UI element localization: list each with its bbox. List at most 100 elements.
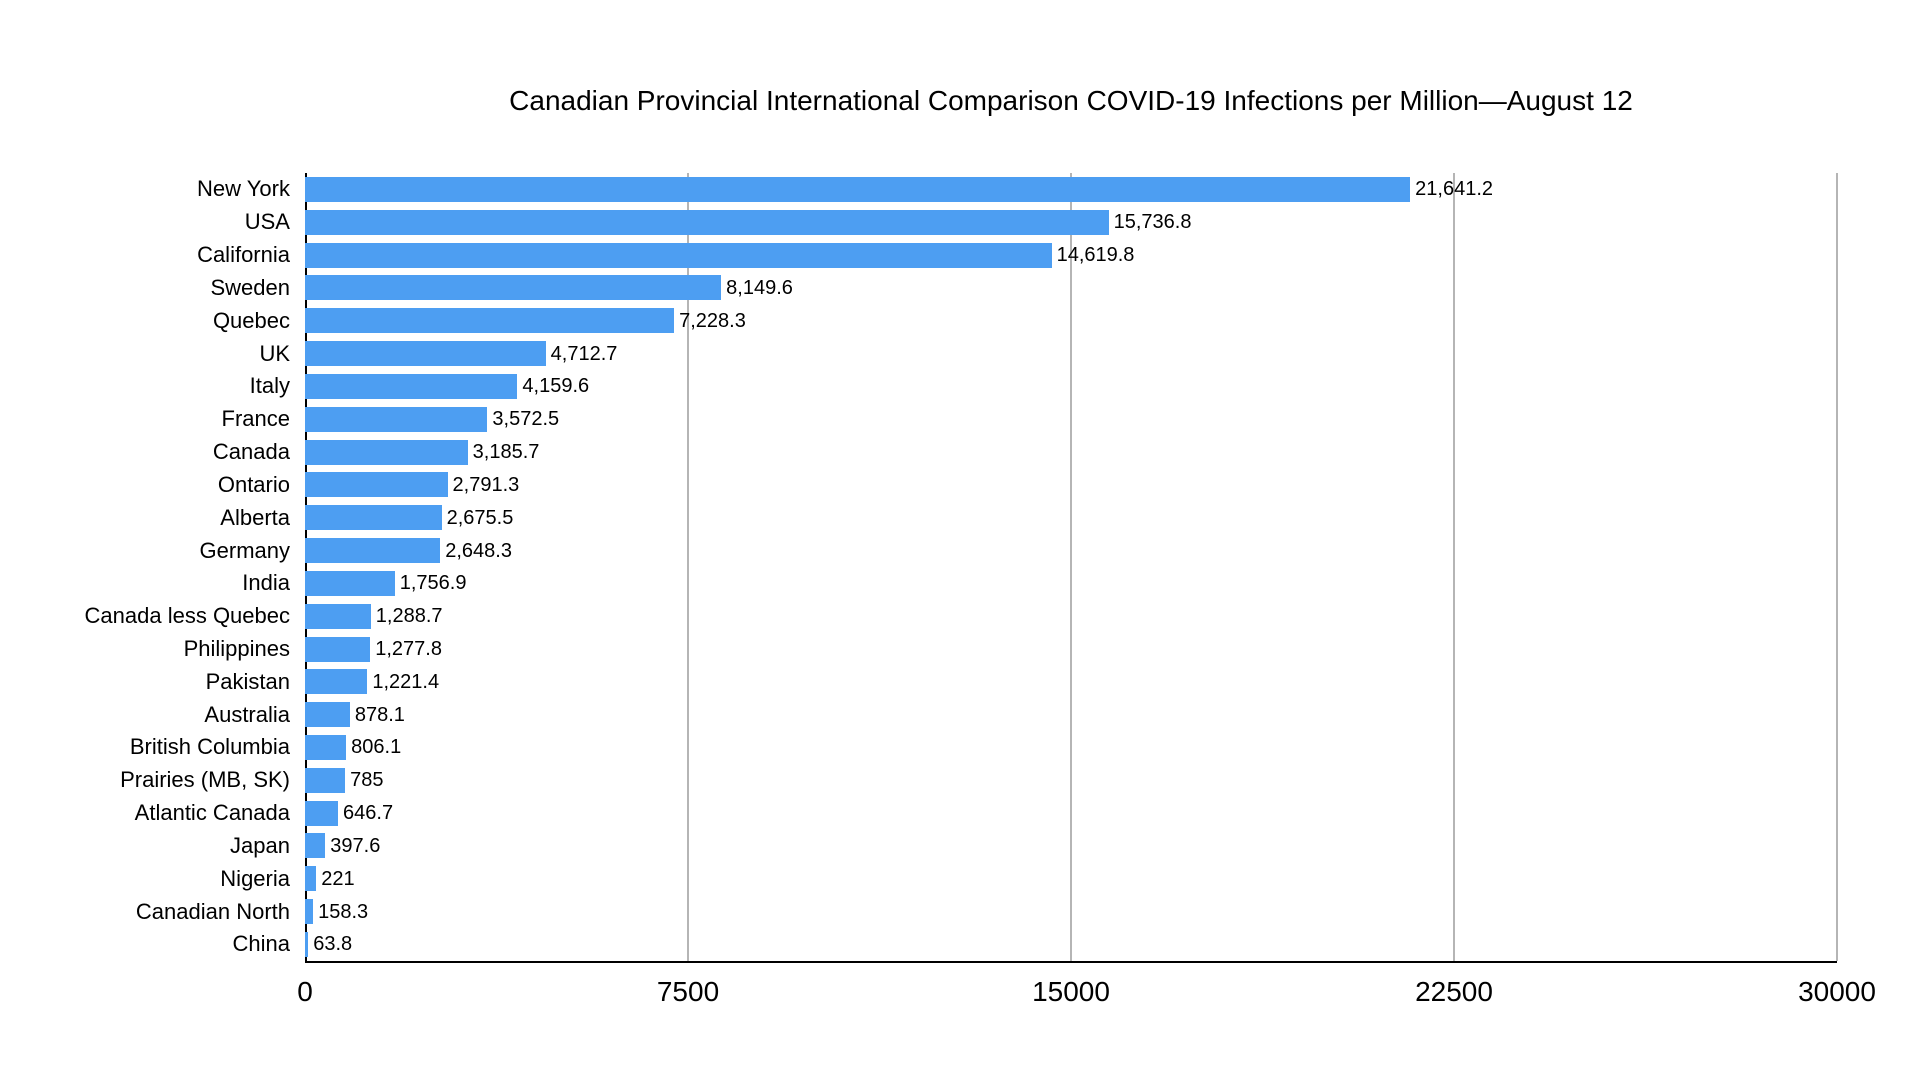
category-label: USA [244,209,290,235]
bar-zone: 4,159.6 [305,370,1837,403]
value-label: 4,159.6 [522,375,590,398]
value-label: 1,288.7 [375,605,443,628]
category-label: Ontario [217,471,290,497]
category-label: China [232,931,290,957]
bar-row: Nigeria 221 [0,862,1920,895]
bar-zone: 21,641.2 [305,173,1837,206]
value-label: 3,185.7 [472,441,540,464]
bar-row: Ontario 2,791.3 [0,468,1920,501]
bar-zone: 7,228.3 [305,304,1837,337]
value-label: 2,675.5 [446,506,514,529]
bar-zone: 1,221.4 [305,665,1837,698]
category-label: Canada [212,439,290,465]
value-label: 1,221.4 [372,670,440,693]
category-label: Nigeria [220,865,290,891]
bar-zone: 14,619.8 [305,239,1837,272]
category-label: Pakistan [205,668,290,694]
bar-zone: 1,277.8 [305,633,1837,666]
bar [305,899,314,925]
bar-row: India 1,756.9 [0,567,1920,600]
bar [305,570,395,596]
bar-row: Philippines 1,277.8 [0,633,1920,666]
bar-zone: 3,185.7 [305,436,1837,469]
y-axis-line [305,173,307,961]
bar-row: California 14,619.8 [0,239,1920,272]
value-label: 63.8 [313,933,353,956]
bar [305,176,1411,202]
category-label: Canada less Quebec [84,603,290,629]
bar-zone: 15,736.8 [305,206,1837,239]
bar-row: Pakistan 1,221.4 [0,665,1920,698]
bar [305,242,1052,268]
value-label: 878.1 [354,703,405,726]
category-label: Japan [230,832,290,858]
bar [305,866,317,892]
bar-zone: 646.7 [305,797,1837,830]
value-label: 1,756.9 [399,572,467,595]
bar [305,406,488,432]
value-label: 14,619.8 [1056,244,1135,267]
category-label: Philippines [183,636,290,661]
value-label: 806.1 [351,736,402,759]
bar [305,702,350,728]
value-label: 3,572.5 [492,408,560,431]
category-label: Sweden [210,274,290,300]
bar-zone: 806.1 [305,731,1837,764]
value-label: 7,228.3 [679,309,746,332]
bar [305,308,675,334]
bar [305,833,326,859]
bar-row: Australia 878.1 [0,698,1920,731]
bar-row: Germany 2,648.3 [0,534,1920,567]
bar [305,275,722,301]
x-tick-label: 15000 [1032,976,1110,1007]
bar-zone: 8,149.6 [305,271,1837,304]
bar-row: British Columbia 806.1 [0,731,1920,764]
value-label: 158.3 [318,900,369,923]
category-label: California [197,242,290,268]
category-label: Quebec [212,307,290,333]
bar-row: Canada less Quebec 1,288.7 [0,600,1920,633]
bar-zone: 397.6 [305,830,1837,863]
category-label: UK [259,340,290,366]
bar [305,209,1109,235]
value-label: 15,736.8 [1113,211,1192,234]
category-label: France [221,406,290,432]
bar [305,800,339,826]
gridline [1070,173,1072,961]
bar [305,931,309,957]
bar-row: Canadian North 158.3 [0,895,1920,928]
bar-zone: 2,675.5 [305,501,1837,534]
x-tick-label: 0 [297,976,313,1007]
bar [305,505,442,531]
gridline [687,173,689,961]
value-label: 1,277.8 [375,638,442,660]
category-label: New York [197,176,290,202]
x-tick-label: 7500 [656,976,720,1007]
value-label: 2,648.3 [445,539,512,562]
category-label: Alberta [220,504,290,530]
bar-row: Canada 3,185.7 [0,436,1920,469]
bar-row: China 63.8 [0,928,1920,961]
x-tick-label: 30000 [1798,976,1876,1007]
bar-zone: 2,791.3 [305,468,1837,501]
bar [305,538,441,564]
bar [305,439,468,465]
bar [305,669,368,695]
category-label: British Columbia [129,734,290,760]
bar [305,734,347,760]
bar-zone: 63.8 [305,928,1837,961]
category-label: Germany [199,537,290,563]
bar-row: New York 21,641.2 [0,173,1920,206]
bar [305,767,346,793]
bar-zone: 3,572.5 [305,403,1837,436]
chart-title: Canadian Provincial International Compar… [509,85,1633,116]
bar [305,472,448,498]
bar-row: Prairies (MB, SK) 785 [0,764,1920,797]
category-label: Italy [249,373,290,399]
bar [305,373,518,399]
bar-row: Italy 4,159.6 [0,370,1920,403]
bar-zone: 2,648.3 [305,534,1837,567]
bar-zone: 1,288.7 [305,600,1837,633]
bar [305,603,371,629]
bar-zone: 4,712.7 [305,337,1837,370]
